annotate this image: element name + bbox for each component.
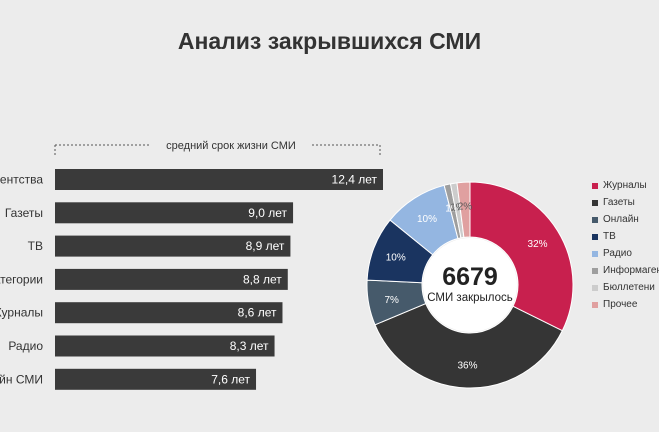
bar [55,268,288,290]
donut-slice [469,181,574,332]
donut-slice-label: 36% [457,360,477,371]
donut-center-value: 6679 [442,263,498,291]
donut-legend: Журналы Газеты Онлайн ТВ Радио Информаген… Бюл… [592,177,659,313]
bar [55,302,283,324]
bar-value-label: 8,8 лет [243,272,282,286]
donut-slice-label: 7% [384,295,399,306]
legend-swatch [592,267,598,274]
legend-label: Газеты [603,197,635,208]
page-title: Анализ закрывшихся СМИ [177,28,482,54]
legend-item: Информаген… [592,262,659,279]
donut-slice-label: 2% [458,202,473,213]
donut-hole [423,238,517,332]
bar [55,335,275,357]
legend-swatch [592,182,598,189]
donut-svg: 32% 36% 7% 10% 10% 1%1%2% [366,181,574,389]
legend-label: ТВ [603,231,616,242]
legend-swatch [592,199,598,206]
closed-media-donut-chart: 32% 36% 7% 10% 10% 1% 1% 2% 6679 СМИ закрылось [365,180,575,390]
bar-category-label: Журналы [0,306,43,320]
donut-slice-label: 1% [450,202,465,213]
subtitle-bracket: средний срок жизни СМИ [54,140,381,157]
bar [55,202,294,224]
legend-swatch [592,284,598,291]
legend-label: Журналы [603,180,647,191]
bar-chart-subtitle: средний срок жизни СМИ [166,140,296,152]
legend-swatch [592,301,598,308]
bar [55,235,291,257]
bar-category-label: Радио [8,339,43,353]
legend-swatch [592,250,598,257]
bar-value-label: 8,3 лет [230,339,269,353]
legend-label: Информаген… [603,265,659,276]
legend-label: Онлайн [603,214,639,225]
bar-value-label: 12,4 лет [332,173,378,187]
legend-swatch [592,233,598,240]
bar [55,169,383,190]
legend-swatch [592,216,598,223]
legend-item: Прочее [592,296,659,313]
donut-slice-label: 10% [417,214,437,225]
donut-slice-label: 10% [386,253,406,264]
bar-value-label: 8,9 лет [246,239,285,253]
bar-value-label: 7,6 лет [211,372,250,386]
legend-label: Бюллетени [603,282,655,293]
bar-category-label: …айн СМИ [0,372,43,386]
legend-item: Газеты [592,194,659,211]
legend-item: ТВ [592,228,659,245]
bar-category-label: ТВ [28,239,43,253]
donut-slice [374,302,563,389]
bar-category-label: …атегории [0,272,43,286]
legend-label: Прочее [603,299,638,310]
donut-slice-label: 32% [528,239,548,250]
legend-item: Радио [592,245,659,262]
lifespan-bar-chart: средний срок жизни СМИ …гентства 12,4 лет Г… [0,140,383,390]
bar-value-label: 9,0 лет [248,206,287,220]
donut-center-label: СМИ закрылось [427,292,513,304]
legend-item: Бюллетени [592,279,659,296]
bar [55,368,257,390]
legend-label: Радио [603,248,632,259]
donut-slice [456,181,471,238]
bar-category-label: Газеты [5,206,43,220]
legend-item: Журналы [592,177,659,194]
bar-category-label: …гентства [0,173,43,187]
donut-slice-label: 1% [445,203,460,214]
legend-item: Онлайн [592,211,659,228]
bar-value-label: 8,6 лет [238,306,277,320]
